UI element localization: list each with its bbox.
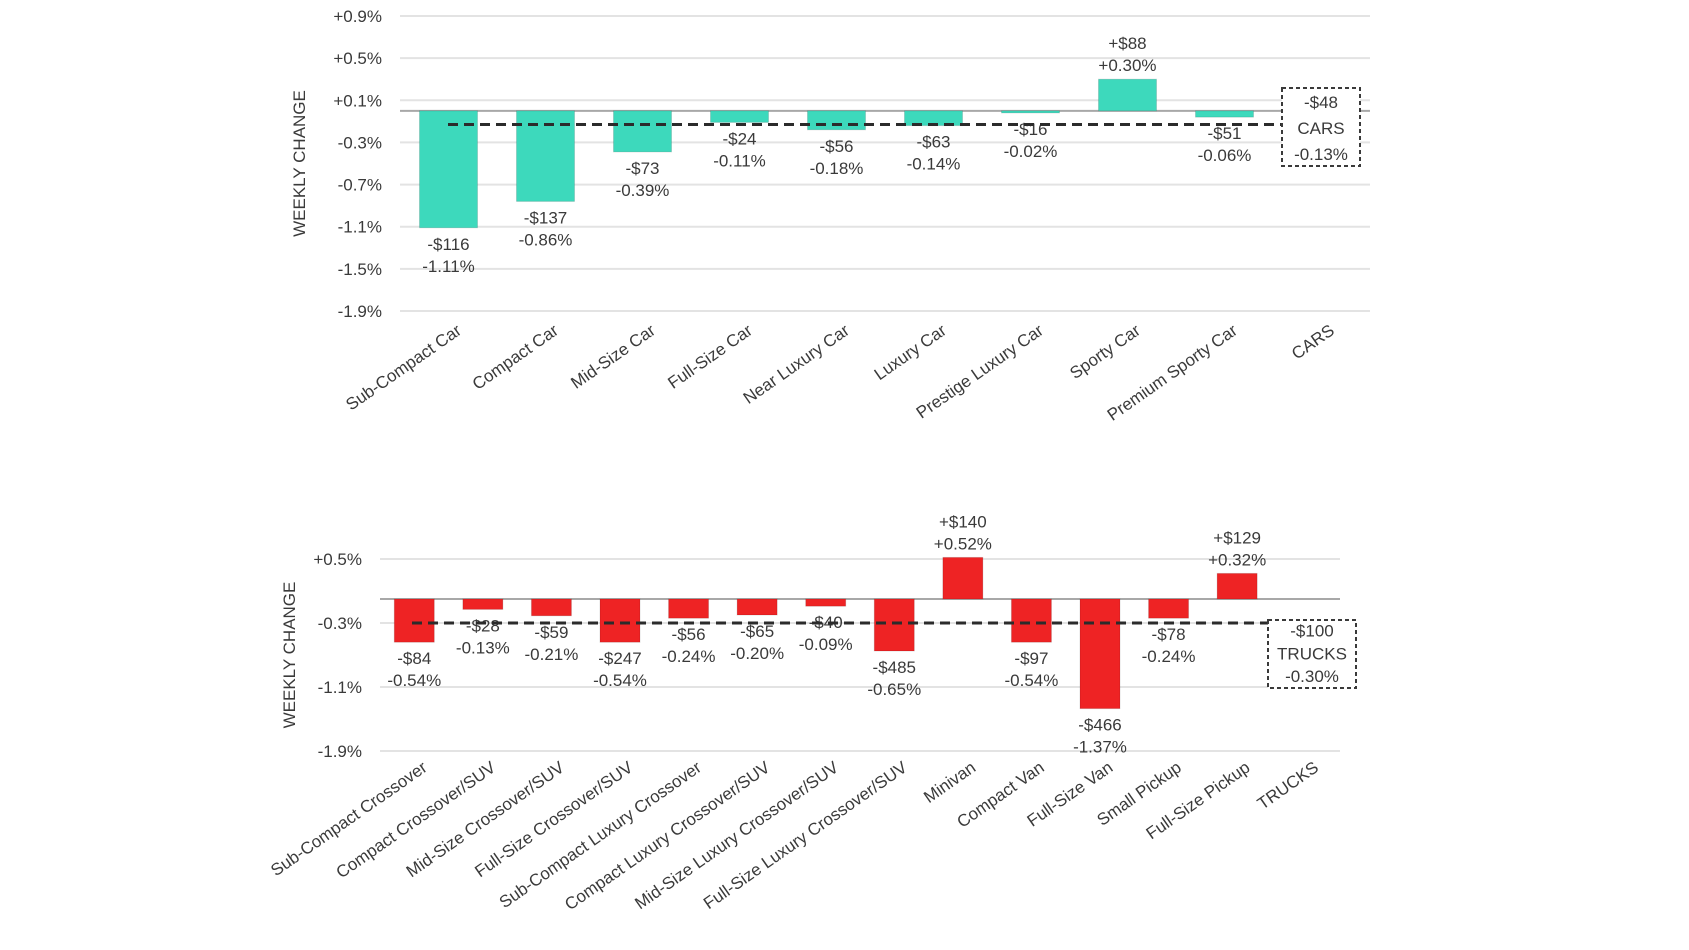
bar-dollar-label: -$116: [427, 235, 469, 254]
bar-dollar-label: -$65: [740, 622, 774, 641]
bar-dollar-label: -$466: [1078, 716, 1121, 735]
bar-pct-label: -0.24%: [662, 647, 716, 666]
bar-dollar-label: -$40: [809, 613, 843, 632]
bar: [1001, 110, 1060, 114]
bar-dollar-label: -$137: [524, 208, 567, 227]
bar-pct-label: -0.02%: [1004, 142, 1058, 161]
bar: [613, 110, 672, 153]
x-category-label: Compact Car: [469, 321, 562, 394]
bar: [736, 598, 778, 616]
bar-dollar-label: -$247: [598, 649, 641, 668]
x-category-label: Near Luxury Car: [740, 321, 853, 408]
bar: [1195, 110, 1254, 118]
bar: [807, 110, 866, 131]
bar: [1079, 598, 1121, 710]
bar-pct-label: -0.09%: [799, 635, 853, 654]
average-name-label: CARS: [1297, 119, 1344, 138]
bar-dollar-label: -$485: [873, 658, 916, 677]
average-pct-label: -0.13%: [1294, 145, 1348, 164]
bar-pct-label: -1.37%: [1073, 738, 1127, 757]
bar-pct-label: -0.18%: [810, 159, 864, 178]
y-tick-label: +0.5%: [333, 49, 382, 68]
bar: [462, 598, 504, 610]
y-tick-label: +0.9%: [333, 7, 382, 26]
trucks-chart: +0.5% -0.3% -1.1% -1.9% WEEKLY CHANGE -$84 -0.…: [267, 512, 1357, 914]
bar-pct-label: -0.54%: [1004, 671, 1058, 690]
average-summary-box: [1281, 87, 1361, 167]
bar: [1148, 598, 1190, 619]
x-category-label: Sporty Car: [1066, 321, 1144, 383]
bar-pct-label: -1.11%: [422, 257, 475, 276]
x-category-label: Mid-Size Car: [567, 321, 659, 393]
bar: [805, 598, 847, 607]
average-dollar-label: -$48: [1304, 93, 1338, 112]
y-tick-label: -1.9%: [338, 302, 382, 321]
y-tick-label: -1.1%: [318, 678, 362, 697]
bar-dollar-label: -$73: [625, 159, 659, 178]
bar-dollar-label: -$56: [672, 625, 706, 644]
bar-dollar-label: -$51: [1207, 124, 1241, 143]
y-tick-label: -1.9%: [318, 742, 362, 761]
bar: [710, 110, 769, 123]
bar: [1098, 78, 1157, 112]
y-tick-label: +0.5%: [313, 550, 362, 569]
bar-dollar-label: -$97: [1014, 649, 1048, 668]
bar-dollar-label: -$56: [819, 137, 853, 156]
y-tick-label: +0.1%: [333, 91, 382, 110]
x-category-label: TRUCKS: [1254, 758, 1322, 814]
bar: [942, 556, 984, 600]
y-axis-label: WEEKLY CHANGE: [280, 582, 299, 729]
bar-pct-label: -0.86%: [519, 230, 573, 249]
y-tick-label: -1.5%: [338, 260, 382, 279]
y-axis-label: WEEKLY CHANGE: [290, 90, 309, 237]
bar: [419, 110, 478, 229]
y-tick-label: -1.1%: [338, 218, 382, 237]
bar-dollar-label: -$59: [534, 623, 568, 642]
average-pct-label: -0.30%: [1285, 667, 1339, 686]
bar-dollar-label: -$63: [916, 133, 950, 152]
average-dollar-label: -$100: [1290, 622, 1333, 641]
bar-pct-label: +0.52%: [934, 534, 992, 553]
x-category-label: Luxury Car: [871, 321, 950, 384]
x-category-label: CARS: [1288, 321, 1338, 364]
cars-chart: +0.9% +0.5% +0.1% -0.3% -0.7% -1.1% -1.5% -1.9%…: [290, 7, 1370, 425]
bar-pct-label: -0.11%: [713, 151, 766, 170]
bar-pct-label: -0.20%: [730, 644, 784, 663]
y-tick-label: -0.3%: [338, 133, 382, 152]
x-category-label: Minivan: [920, 758, 979, 807]
bar: [1010, 598, 1052, 643]
bar: [1216, 572, 1258, 600]
bar-dollar-label: -$16: [1013, 120, 1047, 139]
bar-pct-label: -0.24%: [1142, 647, 1196, 666]
bar-pct-label: -0.21%: [524, 645, 578, 664]
bar-pct-label: -0.14%: [907, 155, 961, 174]
bar-dollar-label: -$84: [397, 649, 431, 668]
x-category-label: Full-Size Car: [664, 321, 756, 393]
bar: [873, 598, 915, 652]
bar: [393, 598, 435, 643]
y-tick-label: -0.3%: [318, 614, 362, 633]
bar-dollar-label: +$140: [939, 512, 987, 531]
bar-dollar-label: +$88: [1108, 34, 1146, 53]
bar-dollar-label: -$28: [466, 616, 500, 635]
bar-dollar-label: -$24: [722, 129, 756, 148]
bar-pct-label: +0.30%: [1098, 56, 1156, 75]
bar: [668, 598, 710, 619]
bar: [599, 598, 641, 643]
bar-pct-label: -0.54%: [593, 671, 647, 690]
bar-pct-label: -0.65%: [867, 680, 921, 699]
bar-pct-label: -0.06%: [1198, 146, 1252, 165]
bar-dollar-label: +$129: [1213, 528, 1261, 547]
bar-pct-label: +0.32%: [1208, 550, 1266, 569]
average-name-label: TRUCKS: [1277, 644, 1347, 663]
bar-pct-label: -0.39%: [616, 181, 670, 200]
bar-pct-label: -0.54%: [387, 671, 441, 690]
x-category-label: Sub-Compact Car: [342, 321, 465, 415]
y-tick-label: -0.7%: [338, 176, 382, 195]
bar-dollar-label: -$78: [1152, 625, 1186, 644]
average-summary-box: [1267, 619, 1357, 689]
bar-pct-label: -0.13%: [456, 638, 510, 657]
bar: [530, 598, 572, 617]
